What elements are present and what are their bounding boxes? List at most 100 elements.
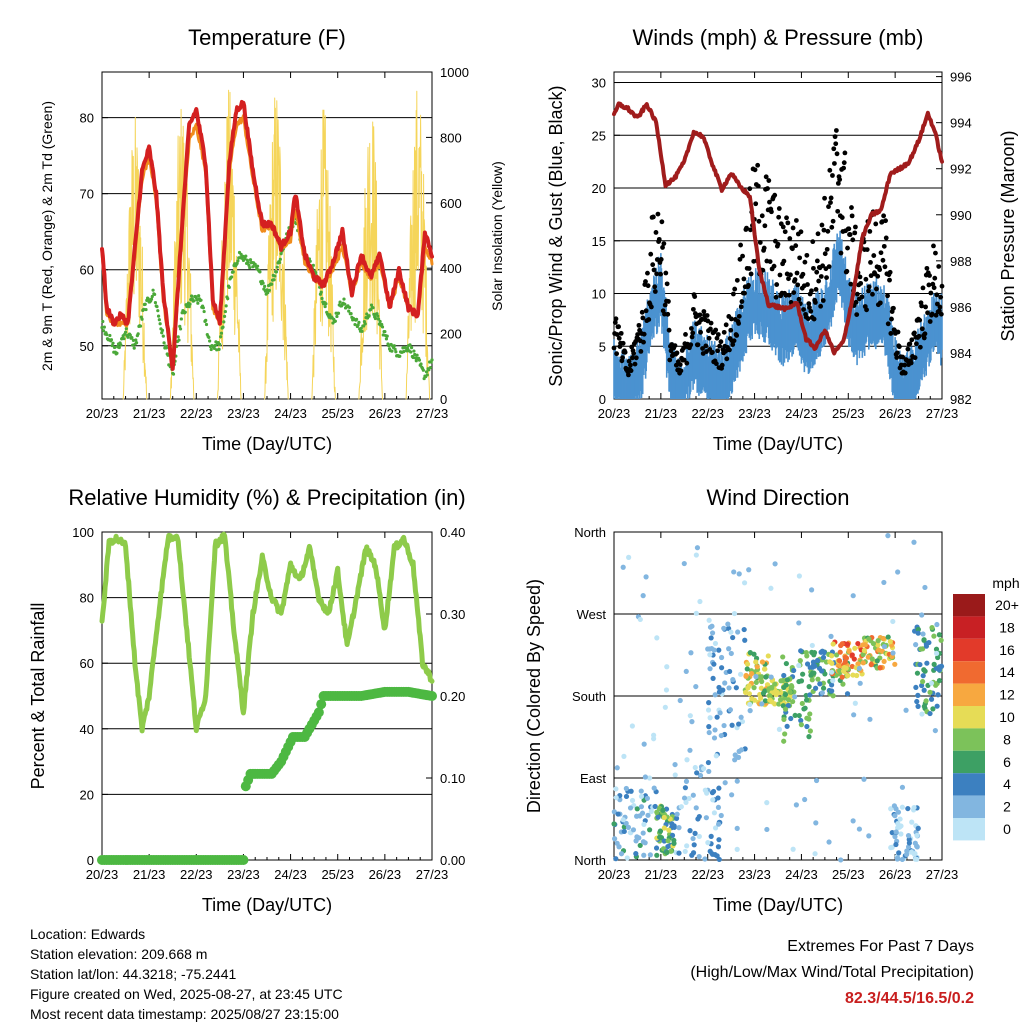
direction-point-472 xyxy=(811,650,818,656)
gust-point-466 xyxy=(917,317,923,323)
gust-point-276 xyxy=(792,277,798,282)
direction-point-743 xyxy=(911,539,917,545)
direction-point-783 xyxy=(857,680,863,686)
direction-point-471 xyxy=(820,654,827,661)
direction-point-18 xyxy=(613,795,619,801)
y-axis-label-3: Direction (Colored By Speed) xyxy=(524,579,544,813)
direction-point-135 xyxy=(697,772,704,779)
dewpoint-point-78 xyxy=(161,334,165,338)
latlon-text: Station lat/lon: 44.3218; -75.2441 xyxy=(30,966,237,982)
dewpoint-point-406 xyxy=(419,362,423,366)
direction-point-190 xyxy=(739,718,746,725)
direction-point-280 xyxy=(759,659,766,665)
direction-point-759 xyxy=(852,700,858,706)
direction-point-237 xyxy=(736,721,742,727)
direction-point-295 xyxy=(744,666,750,672)
gust-point-64 xyxy=(653,230,659,235)
dewpoint-point-189 xyxy=(248,258,253,262)
y-tick-label-0-2: 70 xyxy=(80,187,94,202)
direction-point-666 xyxy=(931,633,937,639)
direction-point-48 xyxy=(616,844,622,850)
direction-point-807 xyxy=(734,825,740,831)
direction-point-597 xyxy=(877,665,883,671)
legend-swatch-5 xyxy=(953,706,985,729)
gust-point-304 xyxy=(811,265,816,271)
direction-point-816 xyxy=(725,621,731,627)
direction-point-417 xyxy=(807,711,813,717)
dewpoint-point-165 xyxy=(230,275,234,279)
gust-point-411 xyxy=(881,213,887,219)
gust-point-245 xyxy=(772,192,778,198)
gust-point-320 xyxy=(821,227,827,233)
direction-point-421 xyxy=(834,652,840,658)
dewpoint-point-205 xyxy=(261,281,265,285)
solar-line-2 xyxy=(217,89,242,400)
direction-point-170 xyxy=(714,853,720,859)
gust-point-388 xyxy=(866,288,871,294)
direction-point-702 xyxy=(926,639,932,646)
direction-point-218 xyxy=(706,729,712,736)
direction-point-785 xyxy=(696,833,702,840)
direction-point-832 xyxy=(681,560,687,567)
gust-point-22 xyxy=(626,372,631,378)
dewpoint-point-97 xyxy=(176,335,180,339)
direction-point-449 xyxy=(829,682,835,688)
gust-point-485 xyxy=(929,311,935,317)
dewpoint-point-49 xyxy=(138,324,143,328)
direction-point-823 xyxy=(614,765,620,771)
direction-point-219 xyxy=(738,714,744,720)
direction-point-457 xyxy=(811,670,817,676)
dewpoint-point-187 xyxy=(247,263,251,267)
direction-point-718 xyxy=(936,677,943,684)
gust-point-202 xyxy=(744,225,749,231)
dewpoint-point-3 xyxy=(102,325,106,329)
y2-tick-label-1-4: 990 xyxy=(950,208,972,223)
direction-point-470 xyxy=(812,663,818,669)
gust-point-148 xyxy=(708,320,714,326)
x-tick-label-3-3: 23/23 xyxy=(738,867,771,882)
legend-swatch-0 xyxy=(953,594,985,617)
direction-point-392 xyxy=(804,661,811,667)
direction-point-220 xyxy=(709,623,715,629)
gust-point-289 xyxy=(801,307,806,312)
direction-point-729 xyxy=(932,727,938,734)
gust-point-52 xyxy=(645,283,651,289)
direction-point-531 xyxy=(830,641,836,647)
direction-point-169 xyxy=(673,815,680,821)
direction-point-611 xyxy=(889,830,895,836)
direction-point-336 xyxy=(767,693,773,699)
dewpoint-point-117 xyxy=(192,299,196,303)
gust-point-336 xyxy=(832,161,837,166)
gust-point-194 xyxy=(738,304,744,310)
direction-point-706 xyxy=(915,692,921,698)
direction-point-528 xyxy=(839,641,845,647)
direction-point-217 xyxy=(712,727,718,733)
direction-point-728 xyxy=(747,708,753,714)
dewpoint-point-220 xyxy=(273,274,277,278)
dewpoint-point-70 xyxy=(155,304,159,309)
direction-point-401 xyxy=(804,723,810,730)
direction-point-114 xyxy=(671,840,677,846)
x-tick-label-0-6: 26/23 xyxy=(369,406,402,421)
x-tick-label-2-0: 20/23 xyxy=(86,867,119,882)
dewpoint-point-396 xyxy=(411,355,415,360)
direction-point-180 xyxy=(710,675,716,681)
y2-axis-label-0: Solar Insolation (Yellow) xyxy=(489,161,505,311)
gust-point-273 xyxy=(790,225,796,231)
gust-point-261 xyxy=(782,229,788,235)
direction-point-839 xyxy=(746,567,752,573)
temp-2m-line xyxy=(100,99,434,371)
gust-point-101 xyxy=(677,362,683,368)
dewpoint-point-167 xyxy=(231,270,235,274)
gust-point-315 xyxy=(818,303,824,309)
direction-point-701 xyxy=(914,698,920,705)
gust-point-444 xyxy=(902,370,908,376)
direction-point-737 xyxy=(694,545,701,551)
y2-tick-label-2-4: 0.40 xyxy=(440,525,465,540)
direction-point-537 xyxy=(849,652,855,658)
direction-point-238 xyxy=(721,625,727,631)
direction-point-619 xyxy=(888,806,894,812)
dewpoint-point-152 xyxy=(219,331,224,335)
dewpoint-point-413 xyxy=(424,370,429,374)
dewpoint-point-158 xyxy=(224,304,228,308)
